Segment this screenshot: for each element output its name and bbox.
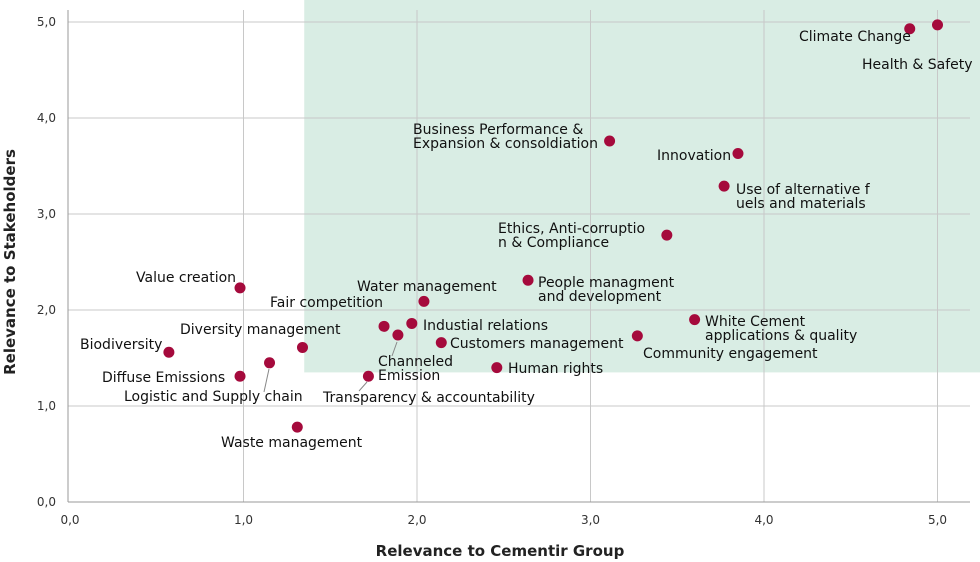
data-point (718, 180, 730, 192)
y-tick-label: 4,0 (37, 111, 56, 125)
data-point (491, 362, 503, 374)
leader-line (391, 341, 398, 357)
y-tick-label: 2,0 (37, 303, 56, 317)
data-point (732, 148, 744, 160)
point-label: Innovation (657, 148, 731, 164)
x-tick-label: 1,0 (234, 513, 253, 527)
leader-line (358, 381, 368, 392)
point-label: Health & Safety (862, 57, 973, 73)
data-point (932, 19, 943, 31)
point-label: Logistic and Supply chain (124, 389, 303, 405)
point-label: Biodiversity (80, 337, 162, 353)
point-label: Community engagement (643, 346, 818, 362)
data-point (904, 23, 916, 35)
y-axis-label: Relevance to Stakeholders (1, 149, 19, 375)
y-tick-label: 5,0 (37, 15, 56, 29)
point-label: People managment and development (538, 275, 675, 305)
point-label: Climate Change (799, 29, 911, 45)
data-point (378, 320, 390, 332)
data-point (661, 229, 673, 241)
data-point (234, 370, 246, 382)
data-point (234, 282, 246, 294)
point-label: Value creation (136, 270, 236, 286)
y-tick-label: 3,0 (37, 207, 56, 221)
point-label: Diffuse Emissions (102, 370, 225, 386)
grid (67, 10, 970, 503)
data-point (163, 346, 175, 358)
highlight-region (304, 0, 980, 373)
point-label: Business Performance & Expansion & consol… (413, 122, 598, 152)
x-tick-label: 3,0 (581, 513, 600, 527)
data-point (392, 329, 404, 341)
y-tick-label: 1,0 (37, 399, 56, 413)
data-point (631, 330, 643, 342)
data-point (435, 337, 447, 349)
data-point (291, 421, 303, 433)
point-label: White Cement applications & quality (705, 314, 857, 344)
x-axis-label: Relevance to Cementir Group (376, 542, 625, 560)
point-label: Customers management (450, 336, 624, 352)
leader-lines (263, 341, 398, 393)
data-point (604, 135, 616, 147)
x-tick-label: 5,0 (928, 513, 947, 527)
x-tick-label: 4,0 (754, 513, 773, 527)
y-tick-label: 0,0 (37, 495, 56, 509)
tick-labels: 0,0 1,0 2,0 3,0 4,0 5,0 0,0 1,0 2,0 3,0 4,0 5,0 (37, 15, 947, 527)
point-labels: Health & Safety Climate Change Business Pe… (80, 29, 973, 451)
point-label: Channeled Emission (378, 354, 453, 384)
data-point (406, 317, 418, 329)
point-label: Transparency & accountability (322, 390, 535, 406)
data-point (689, 314, 701, 326)
data-point (418, 295, 430, 307)
data-points (163, 19, 943, 433)
data-point (362, 370, 374, 382)
point-label: Use of alternative f uels and materials (736, 182, 871, 212)
point-label: Human rights (508, 361, 603, 377)
data-point (522, 274, 534, 286)
x-tick-label: 0,0 (60, 513, 79, 527)
x-tick-label: 2,0 (407, 513, 426, 527)
point-label: Industial relations (423, 318, 548, 334)
point-label: Ethics, Anti-corruptio n & Compliance (498, 221, 645, 251)
data-point (264, 357, 276, 369)
point-label: Water management (357, 279, 497, 295)
leader-line (263, 368, 270, 393)
point-label: Diversity management (180, 322, 341, 338)
point-label: Waste management (221, 435, 363, 451)
point-label: Fair competition (270, 295, 383, 311)
data-point (296, 341, 308, 353)
